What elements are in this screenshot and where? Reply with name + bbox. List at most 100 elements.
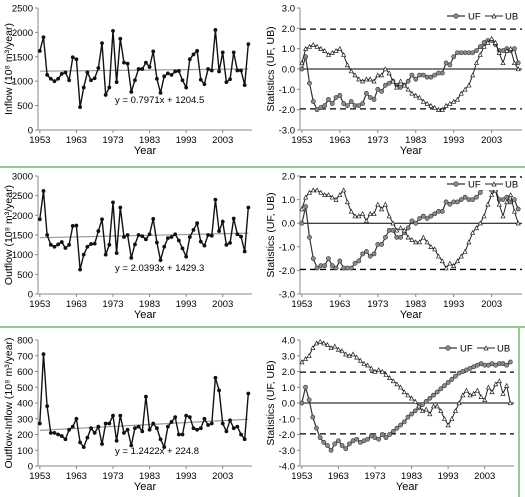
y-tick-label: -1.0 bbox=[279, 85, 295, 96]
ub-point bbox=[447, 260, 453, 266]
y-tick-label: 0 bbox=[28, 290, 33, 301]
data-point bbox=[41, 189, 46, 193]
ub-point bbox=[485, 39, 491, 45]
x-tick-label: 1963 bbox=[328, 471, 349, 482]
ub-point bbox=[375, 201, 381, 207]
ub-point bbox=[405, 86, 411, 92]
uf-point bbox=[307, 80, 312, 86]
data-point bbox=[85, 244, 90, 249]
legend-ub-label: UB bbox=[505, 180, 518, 191]
uf-point bbox=[413, 220, 419, 226]
y-tick-label: 700 bbox=[17, 351, 33, 362]
y-tick-label: -3.0 bbox=[279, 446, 295, 457]
data-point bbox=[202, 82, 207, 87]
data-point bbox=[41, 35, 46, 40]
data-point bbox=[52, 431, 57, 435]
ub-point bbox=[397, 78, 404, 84]
data-point bbox=[63, 70, 68, 75]
uf-point bbox=[405, 78, 411, 84]
uf-point bbox=[339, 443, 345, 448]
uf-point bbox=[447, 62, 453, 68]
data-point bbox=[187, 235, 192, 239]
uf-point bbox=[424, 216, 430, 221]
uf-point bbox=[439, 209, 445, 214]
ub-point bbox=[427, 411, 433, 417]
uf-point bbox=[417, 216, 422, 221]
y-tick-label: 0 bbox=[28, 462, 33, 473]
ub-point bbox=[508, 45, 514, 51]
uf-point bbox=[409, 411, 414, 417]
legend-ub-label: UB bbox=[497, 344, 510, 355]
x-tick-label: 1953 bbox=[29, 299, 50, 310]
ub-point bbox=[466, 82, 472, 88]
data-point bbox=[224, 429, 229, 434]
data-point bbox=[85, 435, 90, 440]
y-tick-label: 0.0 bbox=[282, 399, 295, 410]
y-tick-label: -4.0 bbox=[279, 462, 295, 473]
data-point bbox=[173, 232, 178, 237]
ub-point bbox=[409, 236, 415, 242]
data-point bbox=[169, 72, 174, 77]
data-point bbox=[162, 445, 167, 449]
y-tick-label: 1000 bbox=[12, 250, 33, 261]
uf-point bbox=[438, 386, 444, 392]
x-tick-label: 1983 bbox=[401, 471, 422, 482]
data-point bbox=[184, 254, 189, 259]
uf-point bbox=[333, 95, 339, 100]
x-tick-label: 2003 bbox=[212, 471, 233, 482]
legend-uf-marker bbox=[453, 13, 459, 19]
x-tick-label: 1993 bbox=[176, 471, 197, 482]
uf-point bbox=[329, 101, 335, 106]
uf-point bbox=[346, 441, 352, 447]
data-point bbox=[129, 255, 134, 260]
ub-point bbox=[303, 194, 309, 200]
data-point bbox=[100, 442, 104, 446]
uf-point bbox=[367, 95, 373, 100]
trend-line bbox=[39, 232, 249, 239]
ub-point bbox=[452, 408, 459, 414]
x-axis-title: Year bbox=[134, 309, 157, 321]
ub-point bbox=[458, 90, 464, 96]
x-tick-label: 1993 bbox=[443, 135, 464, 146]
data-point bbox=[114, 80, 119, 85]
uf-point bbox=[445, 380, 451, 385]
ub-point bbox=[299, 60, 305, 66]
ub-point bbox=[493, 381, 499, 387]
ub-point bbox=[368, 365, 374, 371]
uf-point bbox=[431, 392, 436, 398]
data-point bbox=[118, 36, 123, 41]
ub-point bbox=[310, 345, 316, 351]
uf-point bbox=[412, 408, 418, 414]
data-point bbox=[147, 427, 152, 432]
ub-point bbox=[470, 229, 476, 235]
panel-separator bbox=[0, 166, 525, 168]
ub-point bbox=[333, 196, 339, 202]
x-tick-label: 1993 bbox=[176, 135, 197, 146]
data-point bbox=[217, 69, 221, 74]
data-point bbox=[122, 60, 126, 65]
uf-point bbox=[310, 99, 316, 104]
trend-equation: y = 2.0393x + 1429.3 bbox=[115, 263, 204, 274]
uf-point bbox=[443, 60, 449, 66]
y-tick-label: 1.0 bbox=[282, 44, 295, 55]
ub-point bbox=[375, 72, 381, 78]
ub-point bbox=[361, 360, 367, 366]
data-point bbox=[52, 244, 57, 249]
ub-point bbox=[367, 76, 373, 82]
uf-point bbox=[470, 197, 476, 202]
ub-point bbox=[507, 400, 513, 406]
y-axis-title: Statistics (UF, UB) bbox=[265, 192, 277, 277]
uf-point bbox=[405, 225, 411, 231]
ub-point bbox=[386, 70, 392, 76]
data-point bbox=[89, 242, 93, 246]
data-point bbox=[37, 217, 42, 222]
uf-point bbox=[348, 99, 354, 104]
legend-box bbox=[437, 342, 511, 354]
uf-point bbox=[322, 263, 328, 269]
x-axis-title: Year bbox=[396, 481, 419, 493]
data-point bbox=[100, 217, 104, 222]
data-point bbox=[235, 68, 240, 73]
y-tick-label: 1.0 bbox=[282, 195, 295, 206]
ub-point bbox=[387, 375, 393, 380]
data-point bbox=[45, 404, 50, 409]
